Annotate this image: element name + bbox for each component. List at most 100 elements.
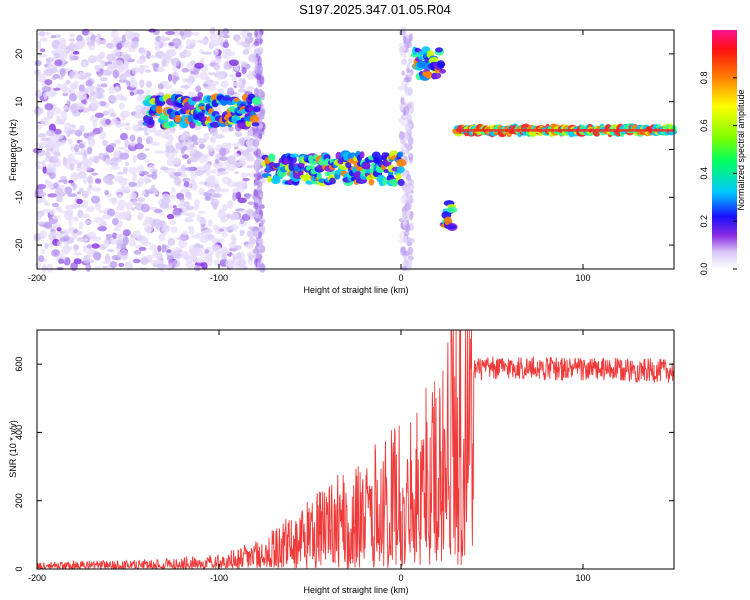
spectrogram-cell [182, 154, 189, 159]
spectrogram-cell [139, 64, 149, 69]
spectrogram-cell [158, 233, 166, 242]
spectrogram-cell [78, 150, 85, 156]
spectrogram-y-tick-label: 10 [14, 97, 24, 107]
spectrogram-cell [408, 58, 413, 65]
spectrogram-cell [37, 133, 47, 138]
spectrogram-cell [149, 244, 157, 251]
spectrogram-cell [86, 146, 93, 155]
spectrogram-cell [102, 139, 109, 147]
spectrogram-cell [36, 73, 46, 82]
spectrogram-cell [444, 216, 453, 226]
spectrogram-cell [240, 172, 247, 179]
spectrogram-cell [81, 238, 89, 242]
colorbar-tick-label: 0.4 [699, 167, 709, 180]
spectrogram-cell [407, 71, 412, 78]
spectrogram-cell [119, 132, 128, 141]
spectrogram-cell [165, 30, 176, 36]
spectrogram-cell [62, 234, 70, 242]
spectrogram-cell [219, 170, 230, 175]
spectrogram-cell [257, 50, 262, 57]
spectrogram-cell [44, 103, 54, 111]
spectrogram-cell [206, 189, 217, 194]
spectrogram-cell [54, 128, 62, 135]
spectrogram-cell [187, 225, 194, 230]
spectrogram-cell [83, 254, 91, 264]
spectrogram-cell [64, 186, 73, 195]
spectrogram-cell [194, 203, 199, 211]
spectrogram-cell [232, 187, 239, 194]
spectrogram-cell [439, 68, 446, 74]
spectrogram-cell [166, 168, 176, 172]
spectrogram-cell [125, 210, 132, 217]
spectrogram-cell [135, 111, 141, 115]
spectrogram-cell [161, 224, 171, 233]
spectrogram-cell [123, 186, 131, 193]
spectrogram-cell [174, 114, 182, 123]
spectrogram-cell [120, 211, 127, 220]
spectrogram-cell [198, 143, 205, 150]
spectrogram-cell [35, 160, 41, 169]
snr-y-ticks: 0 200 400 600 [14, 357, 674, 572]
spectrogram-cell [179, 31, 184, 37]
colorbar-ticks: 0.0 0.2 0.4 0.6 0.8 [699, 72, 737, 275]
spectrogram-cell [91, 187, 102, 192]
spectrogram-cell [192, 250, 198, 258]
spectrogram-cell [70, 262, 78, 272]
spectrogram-cell [42, 165, 47, 174]
spectrogram-cell [234, 171, 240, 175]
spectrogram-cell [382, 176, 388, 186]
spectrogram-cell [259, 76, 265, 85]
spectrogram-cell [179, 212, 187, 216]
spectrogram-cell [253, 181, 258, 187]
spectrogram-cell [137, 177, 145, 186]
spectrogram-cell [48, 62, 56, 68]
spectrogram-cell [109, 143, 117, 148]
spectrogram-cell [232, 153, 240, 158]
colorbar-tick-label: 0.2 [699, 215, 709, 228]
spectrogram-cell [70, 82, 77, 90]
spectrogram-cell [76, 34, 83, 43]
snr-y-tick-label: 200 [14, 493, 24, 508]
spectrogram-cell [60, 175, 67, 181]
spectrogram-cell [144, 159, 151, 164]
spectrogram-cell [259, 38, 263, 44]
spectrogram-cell [175, 142, 185, 151]
spectrogram-cell [225, 259, 234, 268]
spectrogram-cell [92, 120, 98, 129]
spectrogram-cell [58, 258, 65, 264]
spectrogram-cell [246, 32, 253, 37]
spectrogram-cell [245, 38, 253, 43]
spectrogram-cell [407, 237, 413, 247]
spectrogram-cell [43, 116, 52, 121]
spectrogram-cell [192, 74, 200, 78]
snr-x-tick-label: 0 [398, 573, 403, 583]
spectrogram-cell [216, 30, 224, 37]
spectrogram-cell [137, 214, 142, 220]
spectrogram-cell [69, 33, 76, 38]
spectrogram-cell [93, 217, 104, 224]
spectrogram-cell [44, 242, 49, 250]
colorbar-gradient [712, 30, 737, 269]
spectrogram-cell [233, 97, 240, 102]
spectrogram-cell [72, 184, 78, 189]
spectrogram-cell [81, 190, 89, 198]
spectrogram-cell [182, 29, 192, 37]
spectrogram-cell [54, 59, 63, 67]
spectrogram-cell [125, 202, 133, 210]
spectrogram-cell [187, 61, 192, 68]
spectrogram-cell [210, 168, 217, 174]
spectrogram-cell [37, 221, 46, 226]
spectrogram-cell [125, 122, 130, 126]
spectrogram-cell [86, 166, 91, 171]
spectrogram-cell [228, 224, 239, 231]
spectrogram-cell [248, 127, 253, 133]
spectrogram-cell [216, 72, 224, 81]
spectrogram-cell [76, 198, 83, 205]
spectrogram-cell [153, 40, 161, 46]
spectrogram-cell [35, 199, 43, 204]
spectrogram-cell [56, 195, 63, 203]
spectrogram-cell [222, 34, 230, 39]
spectrogram-cell [86, 206, 95, 213]
spectrogram-cell [83, 132, 90, 139]
spectrogram-x-label: Height of straight line (km) [303, 285, 408, 295]
